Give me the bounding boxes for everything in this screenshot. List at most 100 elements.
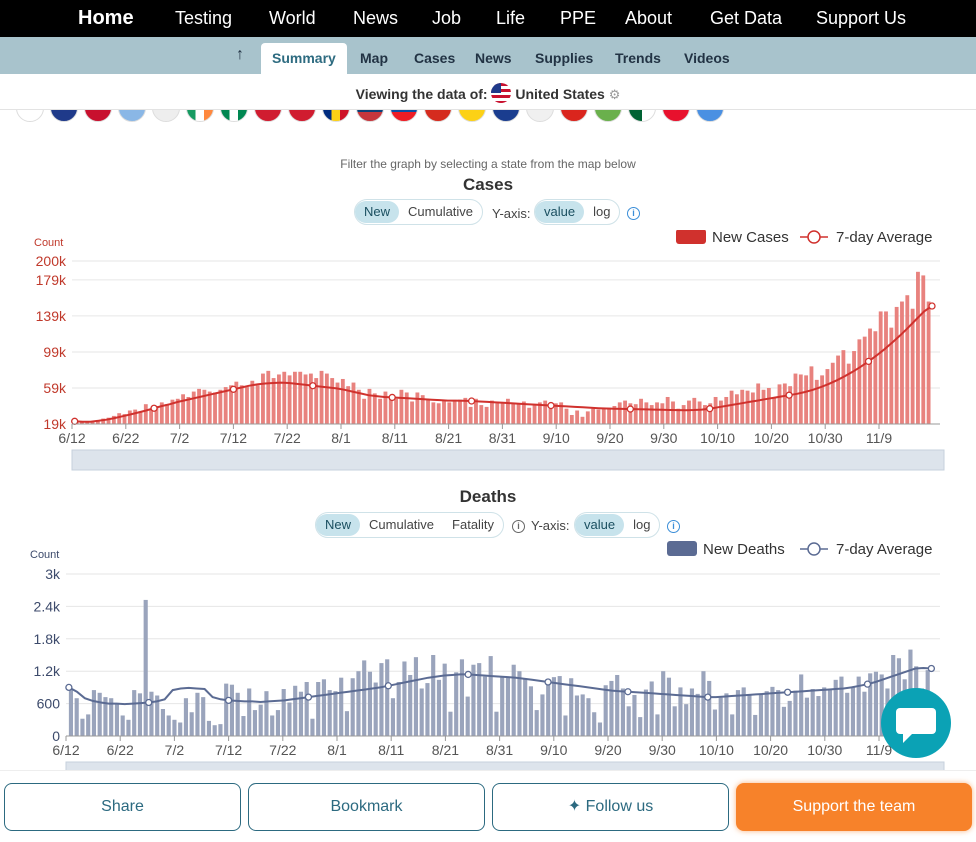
bar [862, 691, 867, 736]
bar [820, 375, 825, 424]
tab-trends[interactable]: Trends [615, 50, 661, 66]
nav-life[interactable]: Life [496, 8, 526, 28]
state-flag-icon[interactable] [594, 110, 622, 122]
state-flag-icon[interactable] [696, 110, 724, 122]
info-icon[interactable]: i [627, 207, 640, 220]
bar [468, 406, 473, 424]
nav-testing[interactable]: Testing [175, 8, 233, 28]
tab-supplies[interactable]: Supplies [535, 50, 594, 66]
state-flag-icon[interactable] [628, 110, 656, 122]
bar [86, 714, 91, 736]
x-tick-label: 7/22 [274, 430, 301, 446]
bar [798, 374, 803, 424]
state-flag-icon[interactable] [186, 110, 214, 122]
state-flag-icon[interactable] [84, 110, 112, 122]
state-flag-icon[interactable] [560, 110, 588, 122]
bar [97, 692, 102, 736]
nav-news[interactable]: News [353, 8, 399, 28]
deaths-chart[interactable]: Count 0 600 1.2k 1.8k 2.4k 3k 6/12 6/22 7/2 7/12 7/… [0, 540, 976, 772]
viewing-country[interactable]: United States [515, 86, 605, 102]
bar [344, 711, 350, 736]
x-tick-label: 6/12 [52, 742, 79, 758]
bar [258, 704, 263, 736]
bar [126, 719, 131, 736]
state-flag-icon[interactable] [356, 110, 384, 122]
state-flag-icon[interactable] [458, 110, 486, 122]
bar [202, 389, 207, 424]
nav-about[interactable]: About [625, 8, 673, 28]
state-flag-icon[interactable] [492, 110, 520, 122]
state-flag-icon[interactable] [322, 110, 350, 122]
nav-job[interactable]: Job [432, 8, 462, 28]
bar [676, 408, 681, 424]
legend-line-marker [807, 230, 821, 244]
bar [189, 712, 194, 736]
bar [101, 418, 106, 424]
bar [689, 688, 695, 736]
x-tick-label: 8/11 [382, 430, 408, 446]
cases-scale-log[interactable]: log [593, 204, 611, 219]
info-icon[interactable]: i [667, 520, 680, 533]
cases-mode-cumulative[interactable]: Cumulative [408, 204, 474, 219]
nav-ppe[interactable]: PPE [560, 8, 597, 28]
bar [856, 676, 861, 736]
state-flag-icon[interactable] [220, 110, 248, 122]
tab-videos[interactable]: Videos [684, 50, 730, 66]
follow-us-button[interactable]: ✦ Follow us [492, 783, 729, 831]
bar [367, 671, 373, 736]
bar [103, 697, 108, 736]
cases-mode-new[interactable]: New [355, 201, 400, 223]
bar [442, 399, 446, 424]
bar [879, 674, 884, 736]
state-flag-icon[interactable] [662, 110, 690, 122]
gear-icon[interactable]: ⚙ [608, 87, 621, 102]
cases-scale-value[interactable]: value [535, 201, 585, 223]
deaths-scale-value[interactable]: value [575, 514, 625, 536]
bar [580, 416, 585, 424]
fatality-info-icon[interactable]: i [512, 520, 525, 533]
bar [620, 688, 626, 736]
state-flag-icon[interactable] [118, 110, 146, 122]
bar [402, 661, 407, 736]
bar [776, 690, 781, 736]
state-flag-icon[interactable] [152, 110, 180, 122]
share-button[interactable]: Share [4, 783, 241, 831]
arrow-up-icon[interactable]: ↑ [236, 46, 244, 63]
state-flag-icon[interactable] [254, 110, 282, 122]
state-flag-icon[interactable] [424, 110, 452, 122]
bar [91, 690, 97, 736]
state-flag-icon[interactable] [526, 110, 554, 122]
bar [239, 385, 244, 424]
cases-yaxis-label: Y-axis: [492, 206, 531, 221]
deaths-mode-fatality[interactable]: Fatality [452, 517, 494, 532]
tab-news[interactable]: News [475, 50, 512, 66]
deaths-scale-log[interactable]: log [633, 517, 651, 532]
legend-bar-label: New Cases [712, 230, 789, 246]
tab-summary[interactable]: Summary [261, 43, 347, 74]
bar [500, 677, 505, 736]
nav-support-us[interactable]: Support Us [816, 8, 907, 28]
bar [282, 371, 287, 424]
deaths-mode-cumulative[interactable]: Cumulative [369, 517, 435, 532]
support-team-button[interactable]: Support the team [736, 783, 972, 831]
nav-world[interactable]: World [269, 8, 316, 28]
deaths-mode-new[interactable]: New [316, 514, 361, 536]
nav-home[interactable]: Home [78, 7, 134, 29]
bookmark-button[interactable]: Bookmark [248, 783, 485, 831]
x-tick-label: 10/20 [753, 742, 788, 758]
bar [905, 295, 910, 424]
cases-scale-toggle: value log [534, 199, 621, 225]
nav-get-data[interactable]: Get Data [710, 8, 783, 28]
bar [527, 407, 532, 424]
bar [178, 722, 183, 736]
state-flag-icon[interactable] [390, 110, 418, 122]
y-tick-label: 200k [36, 253, 67, 269]
cases-chart[interactable]: Count 19k 59k 99k 139k 179k 200k 6/12 6/22 7/2 7/1… [0, 230, 976, 472]
state-flag-icon[interactable] [288, 110, 316, 122]
state-flag-icon[interactable] [50, 110, 78, 122]
chat-button[interactable] [881, 688, 951, 758]
bar [563, 715, 568, 736]
tab-map[interactable]: Map [360, 50, 388, 66]
tab-cases[interactable]: Cases [414, 50, 456, 66]
state-flag-icon[interactable] [16, 110, 44, 122]
